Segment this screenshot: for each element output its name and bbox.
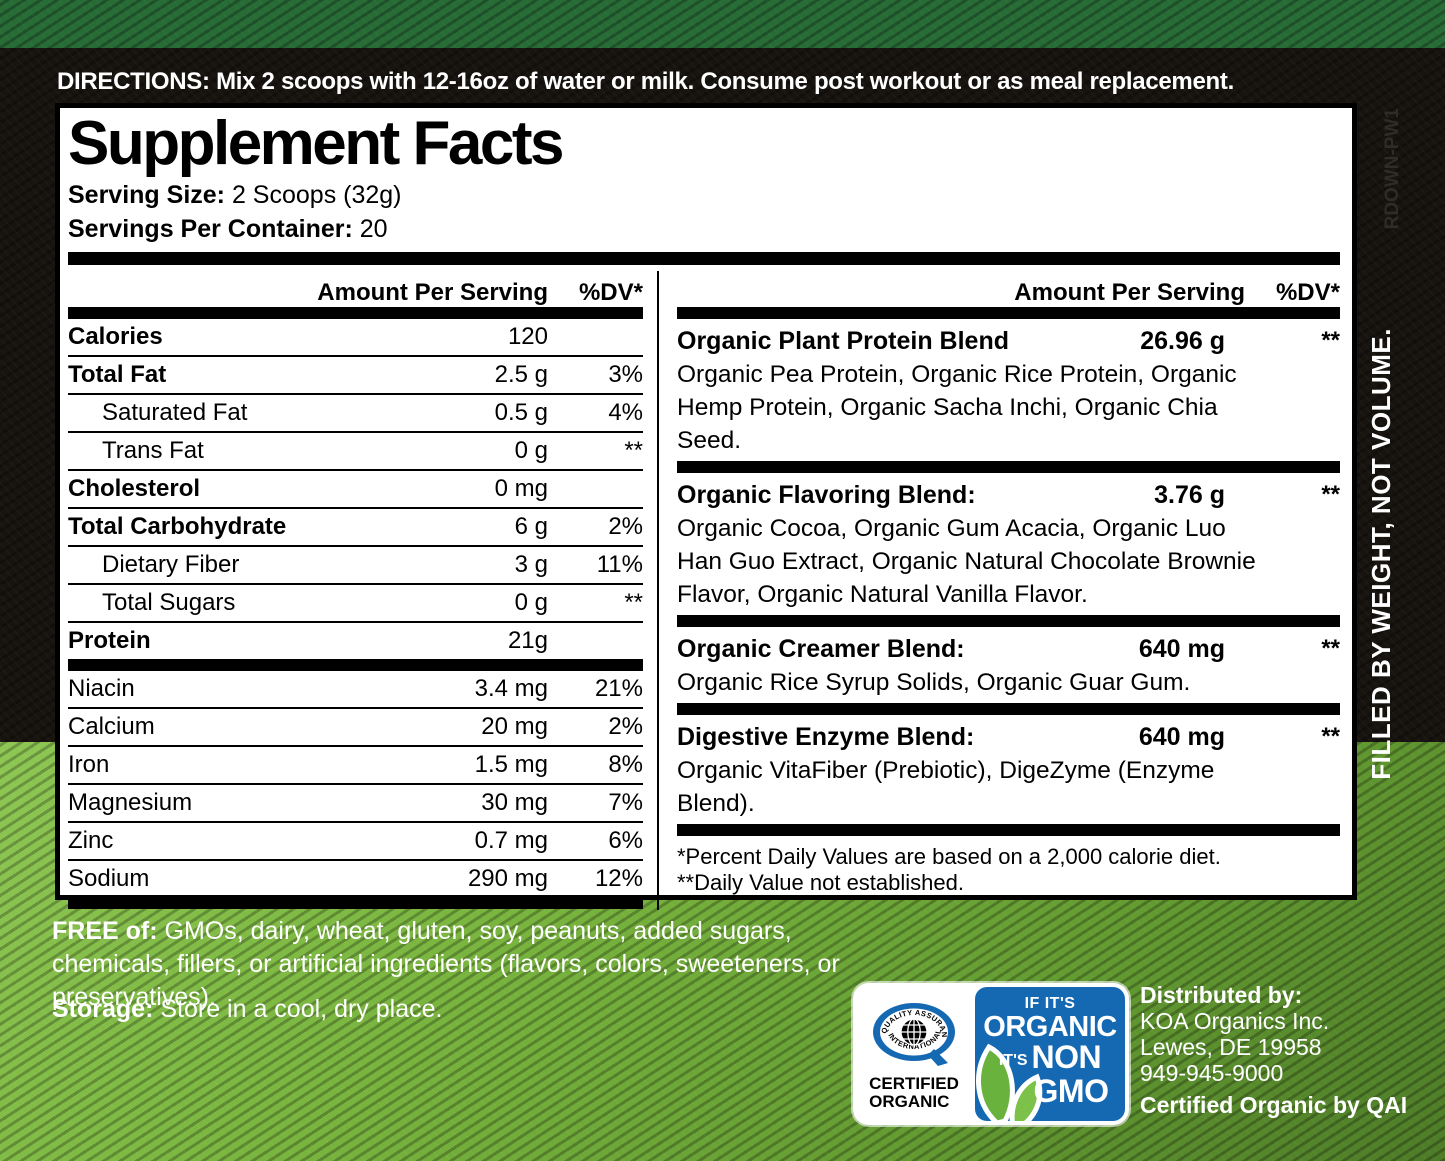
leaves-icon — [976, 1043, 1043, 1121]
thick-bar — [677, 703, 1340, 715]
table-row: Total Sugars 0 g ** — [68, 585, 643, 623]
table-row: Sodium 290 mg 12% — [68, 865, 643, 892]
table-row: Trans Fat 0 g ** — [68, 433, 643, 471]
facts-columns: Amount Per Serving %DV* Calories 120 Tot… — [68, 265, 1340, 910]
header-divider-bar — [68, 252, 1340, 265]
thick-bar — [677, 307, 1340, 319]
serving-size-label: Serving Size: — [68, 181, 225, 209]
blend-section: Organic Creamer Blend: 640 mg ** Organic… — [677, 635, 1340, 696]
certified-label-line1: CERTIFIED — [869, 1074, 959, 1093]
blend-section: Organic Plant Protein Blend 26.96 g ** O… — [677, 327, 1340, 454]
dv-header: %DV* — [1275, 279, 1340, 306]
distributor-phone: 949-945-9000 — [1140, 1060, 1284, 1086]
table-row: Total Carbohydrate 6 g 2% — [68, 509, 643, 547]
free-of-label: FREE of: — [52, 917, 158, 945]
distributed-by-block: Distributed by: KOA Organics Inc. Lewes,… — [1140, 982, 1329, 1086]
thick-bar — [677, 615, 1340, 627]
certified-by-qai-text: Certified Organic by QAI — [1140, 1092, 1408, 1118]
servings-value: 20 — [359, 215, 388, 243]
table-row: Dietary Fiber 3 g 11% — [68, 547, 643, 585]
distributor-address: Lewes, DE 19958 — [1140, 1034, 1322, 1060]
serving-size-line: Serving Size: 2 Scoops (32g) — [68, 180, 1340, 210]
storage-label: Storage: — [52, 995, 154, 1023]
blends-column: Amount Per Serving %DV* Organic Plant Pr… — [659, 265, 1340, 910]
table-row: Niacin 3.4 mg 21% — [68, 671, 643, 709]
left-column-header: Amount Per Serving %DV* — [68, 265, 643, 307]
amount-header: Amount Per Serving — [317, 279, 548, 306]
thick-bar — [68, 897, 643, 909]
panel-title: Supplement Facts — [68, 109, 565, 178]
certified-label-line2: ORGANIC — [869, 1092, 950, 1111]
table-row: Total Fat 2.5 g 3% — [68, 357, 643, 395]
its-text: IT'S — [998, 1052, 1028, 1069]
top-green-bar — [0, 0, 1445, 48]
table-row: Magnesium 30 mg 7% — [68, 785, 643, 823]
column-divider — [657, 271, 659, 910]
table-row: Cholesterol 0 mg — [68, 471, 643, 509]
non-gmo-panel: IF IT'S ORGANIC IT'S NON GMO — [975, 987, 1125, 1121]
organic-text: ORGANIC — [983, 1011, 1117, 1043]
thick-bar — [677, 824, 1340, 836]
directions-text: DIRECTIONS: Mix 2 scoops with 12-16oz of… — [57, 68, 1234, 95]
table-row: Protein 21g — [68, 627, 548, 654]
table-row: Calories 120 — [68, 319, 643, 357]
serving-size-value: 2 Scoops (32g) — [231, 181, 402, 209]
certified-organic-badge: QUALITY ASSURANCE INTERNATIONAL CERTIFIE… — [853, 983, 1129, 1125]
filled-by-weight-text: FILLED BY WEIGHT, NOT VOLUME. — [1366, 328, 1396, 780]
table-row: Saturated Fat 0.5 g 4% — [68, 395, 643, 433]
table-row: Calcium 20 mg 2% — [68, 709, 643, 747]
qai-globe-icon: QUALITY ASSURANCE INTERNATIONAL — [870, 1001, 955, 1066]
storage-text: Storage: Store in a cool, dry place. — [52, 995, 443, 1023]
supplement-facts-panel: Supplement Facts Serving Size: 2 Scoops … — [55, 103, 1357, 910]
thick-bar — [68, 307, 643, 319]
free-of-text: FREE of: GMOs, dairy, wheat, gluten, soy… — [52, 917, 840, 1011]
nutrients-column: Amount Per Serving %DV* Calories 120 Tot… — [68, 265, 643, 910]
product-code-text: RDOWN-PW1 — [1382, 108, 1403, 230]
non-text: NON — [1031, 1039, 1102, 1075]
thick-bar — [677, 461, 1340, 473]
servings-per-container-line: Servings Per Container: 20 — [68, 214, 1340, 244]
distributed-by-label: Distributed by: — [1140, 982, 1303, 1008]
table-row: Zinc 0.7 mg 6% — [68, 823, 643, 861]
blend-section: Digestive Enzyme Blend: 640 mg ** Organi… — [677, 723, 1340, 817]
gmo-text: GMO — [1033, 1073, 1109, 1109]
footnote-not-established: **Daily Value not established. — [677, 870, 964, 895]
dv-header: %DV* — [578, 279, 643, 306]
right-column-header: Amount Per Serving %DV* — [677, 265, 1340, 307]
blend-section: Organic Flavoring Blend: 3.76 g ** Organ… — [677, 481, 1340, 608]
footnote-dv: *Percent Daily Values are based on a 2,0… — [677, 844, 1221, 869]
servings-label: Servings Per Container: — [68, 215, 353, 243]
amount-header: Amount Per Serving — [1014, 279, 1245, 306]
if-its-text: IF IT'S — [1024, 995, 1076, 1012]
thick-bar — [68, 659, 643, 671]
table-row: Iron 1.5 mg 8% — [68, 747, 643, 785]
distributor-name: KOA Organics Inc. — [1140, 1008, 1330, 1034]
